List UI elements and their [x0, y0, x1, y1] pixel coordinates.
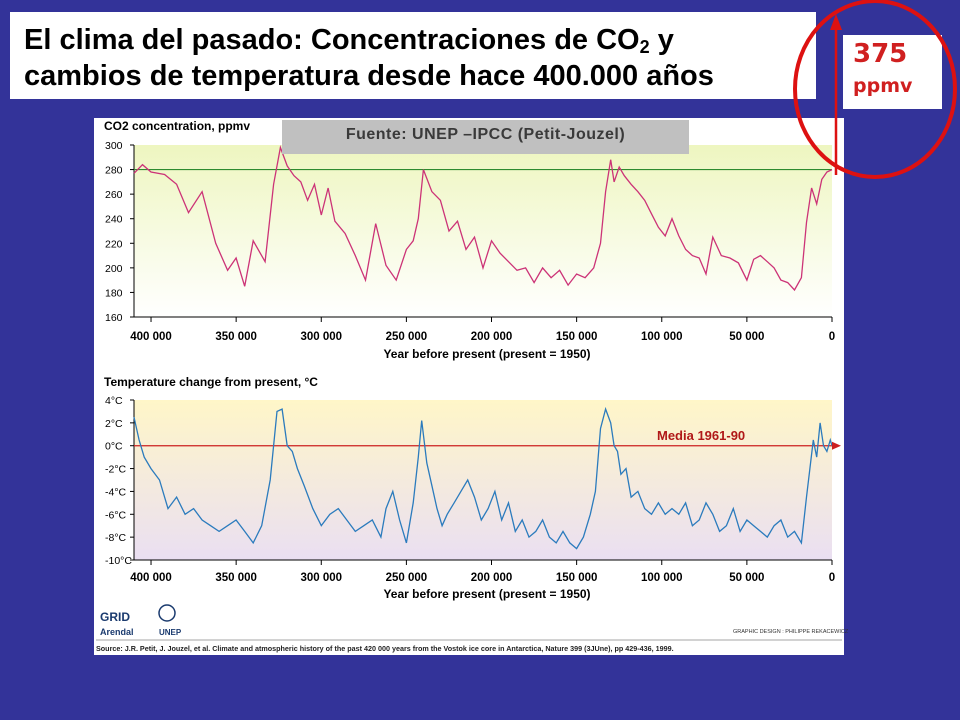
co2-x-tick-label: 300 000: [300, 331, 342, 343]
temp-y-tick-label: -10°C: [105, 555, 132, 567]
temp-series-line: [133, 406, 833, 550]
co2-chart-title: CO2 concentration, ppmv: [104, 119, 250, 133]
ppmv-unit: ppmv: [853, 75, 913, 97]
unep-logo: UNEP: [159, 628, 182, 637]
title-line2: cambios de temperatura desde hace 400.00…: [24, 60, 714, 92]
mean-label: Media 1961-90: [657, 428, 745, 443]
temp-x-tick-label: 350 000: [215, 572, 257, 584]
co2-x-tick-label: 150 000: [556, 331, 598, 343]
co2-y-tick-label: 160: [105, 312, 123, 324]
graphic-design-credit: GRAPHIC DESIGN : PHILIPPE REKACEWICZ: [733, 629, 849, 635]
co2-y-tick-label: 220: [105, 238, 123, 250]
title-box: El clima del pasado: Concentraciones de …: [10, 12, 816, 99]
temp-x-tick-label: 200 000: [471, 572, 513, 584]
co2-series-line: [133, 145, 833, 292]
co2-y-tick-label: 280: [105, 165, 123, 177]
temp-y-tick-label: -2°C: [105, 464, 127, 476]
co2-y-tick-label: 200: [105, 263, 123, 275]
co2-x-tick-label: 350 000: [215, 331, 257, 343]
temp-y-tick-label: -6°C: [105, 509, 127, 521]
co2-y-tick-label: 240: [105, 214, 123, 226]
ppmv-callout: 375 ppmv: [843, 35, 942, 109]
co2-x-tick-label: 400 000: [130, 331, 172, 343]
title-subscript: 2: [639, 37, 650, 57]
co2-x-tick-label: 50 000: [729, 331, 764, 343]
temp-x-tick-label: 50 000: [729, 572, 764, 584]
slide-title: El clima del pasado: Concentraciones de …: [24, 22, 714, 94]
mean-arrow-head: [832, 441, 841, 450]
source-citation: Source: J.R. Petit, J. Jouzel, et al. Cl…: [96, 644, 674, 653]
co2-x-tick-label: 0: [829, 331, 835, 343]
co2-x-tick-label: 100 000: [641, 331, 683, 343]
temp-x-axis-label: Year before present (present = 1950): [383, 587, 590, 601]
co2-y-tick-label: 180: [105, 287, 123, 299]
temp-x-tick-label: 250 000: [386, 572, 428, 584]
temp-x-tick-label: 400 000: [130, 572, 172, 584]
ppmv-value: 375: [853, 39, 908, 69]
temp-x-tick-label: 300 000: [300, 572, 342, 584]
source-banner-text: Fuente: UNEP –IPCC (Petit-Jouzel): [345, 126, 626, 143]
co2-y-tick-label: 260: [105, 189, 123, 201]
temp-y-tick-label: -8°C: [105, 532, 127, 544]
temp-y-tick-label: 4°C: [105, 395, 123, 407]
temp-plot-area: [134, 400, 832, 560]
temp-y-tick-label: 2°C: [105, 418, 123, 430]
grid-logo: GRID: [100, 610, 130, 624]
temp-x-tick-label: 100 000: [641, 572, 683, 584]
co2-plot-area: [134, 145, 832, 317]
arendal-logo: Arendal: [100, 627, 134, 637]
co2-x-tick-label: 200 000: [471, 331, 513, 343]
title-line1: El clima del pasado: Concentraciones de …: [24, 24, 640, 56]
temp-chart-title: Temperature change from present, °C: [104, 375, 318, 389]
callout-arrow-head: [830, 14, 842, 30]
temp-y-tick-label: -4°C: [105, 486, 127, 498]
co2-x-tick-label: 250 000: [386, 331, 428, 343]
temp-x-tick-label: 0: [829, 572, 835, 584]
callout-ellipse: [793, 0, 957, 179]
title-line1-suffix: y: [649, 24, 674, 56]
temp-x-tick-label: 150 000: [556, 572, 598, 584]
temp-y-tick-label: 0°C: [105, 441, 123, 453]
co2-x-axis-label: Year before present (present = 1950): [383, 347, 590, 361]
source-banner: Fuente: UNEP –IPCC (Petit-Jouzel): [282, 120, 689, 154]
unep-logo-icon: [158, 604, 176, 622]
co2-y-tick-label: 300: [105, 140, 123, 152]
